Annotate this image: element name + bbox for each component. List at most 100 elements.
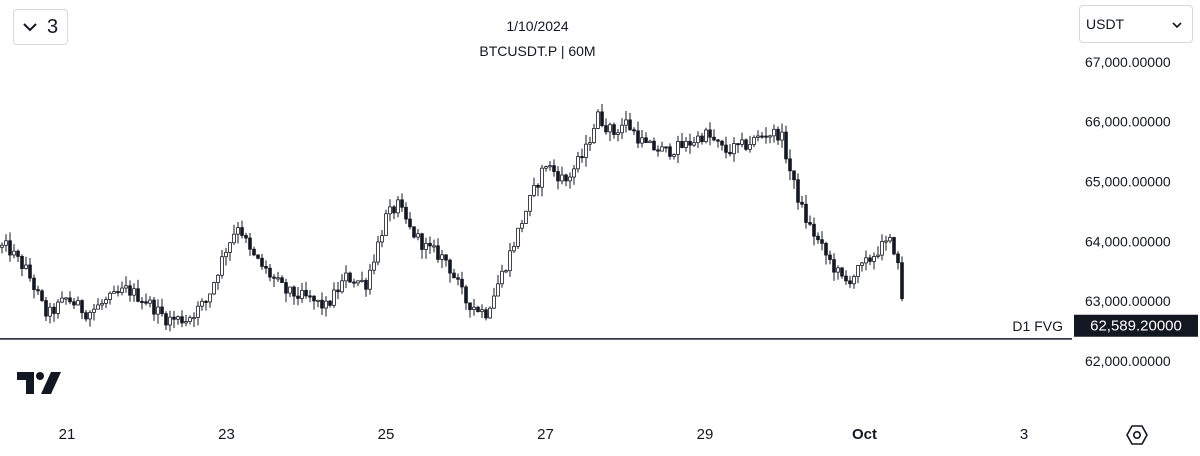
candle [752,136,756,145]
candle [736,143,740,146]
time-tick-label: 29 [697,426,714,443]
candle [872,256,876,262]
candle [332,289,336,306]
candle [520,223,524,229]
currency-select[interactable]: USDT [1079,5,1193,43]
time-axis[interactable]: 21 23 25 27 29 Oct 3 [59,426,1029,443]
price-tick-label: 66,000.00000 [1085,114,1171,130]
price-axis[interactable]: 67,000.00000 66,000.00000 65,000.00000 64,0… [1085,54,1171,369]
candle [812,223,816,237]
price-tick-label: 63,000.00000 [1085,293,1171,309]
candle [840,267,844,277]
candle [196,305,200,318]
candle [192,317,196,320]
candle [600,111,604,127]
candle [152,299,156,315]
price-tick-label: 67,000.00000 [1085,54,1171,70]
candle [780,131,784,141]
time-tick-label: 21 [59,426,76,443]
candle [824,242,828,256]
candle [364,279,368,290]
candle [592,128,596,144]
time-tick-label: 23 [218,426,235,443]
candle [544,166,548,169]
candle [892,237,896,255]
candle [76,300,80,306]
candle [820,239,824,244]
candle [836,267,840,273]
candle [328,300,332,306]
candle [432,245,436,248]
candle [304,290,308,297]
candle [216,274,220,283]
candle [52,306,56,314]
candle [148,299,152,304]
candle [564,174,568,182]
interval-button[interactable]: 3 [13,9,68,45]
candle [700,135,704,143]
candle [796,179,800,203]
candle [220,256,224,276]
candle [496,283,500,297]
candle [260,257,264,267]
candle [300,290,304,299]
candle [320,299,324,309]
candle [240,227,244,236]
candle [236,227,240,235]
candle [632,129,636,132]
time-tick-label: 3 [1020,426,1028,443]
candle [764,135,768,138]
candle [48,306,52,317]
candle [728,151,732,155]
candle [772,128,776,137]
candle [460,278,464,288]
candle [340,280,344,293]
candle [644,137,648,144]
price-tick-label: 65,000.00000 [1085,173,1171,189]
candle [900,262,904,299]
currency-value: USDT [1086,16,1125,32]
candle [844,275,848,282]
candle [536,184,540,188]
candle [692,142,696,146]
candle [60,297,64,303]
candle [640,137,644,144]
candle [512,245,516,252]
candle [104,299,108,304]
candle [256,254,260,259]
candle [376,241,380,263]
candle [864,257,868,264]
candle [740,139,744,145]
candle [852,276,856,285]
candle [56,301,60,314]
candle [468,302,472,310]
candle [628,119,632,131]
candle [400,199,404,208]
candle [416,233,420,238]
candle [548,165,552,168]
candle [448,259,452,274]
candle [396,199,400,214]
candle [684,140,688,148]
candle [424,242,428,250]
candle [876,254,880,257]
candle [8,240,12,256]
candle [456,277,460,280]
candle [408,218,412,228]
candle [444,254,448,261]
candle [36,289,40,292]
settings-hexagon-icon[interactable] [1126,424,1148,451]
candle [440,254,444,260]
candle [352,281,356,284]
candle [176,316,180,320]
candle [156,306,160,315]
candle [808,222,812,225]
tradingview-logo[interactable] [17,372,61,399]
candle [164,313,168,326]
candle [580,156,584,159]
candle [88,311,92,320]
candle [212,282,216,295]
candle [620,124,624,134]
